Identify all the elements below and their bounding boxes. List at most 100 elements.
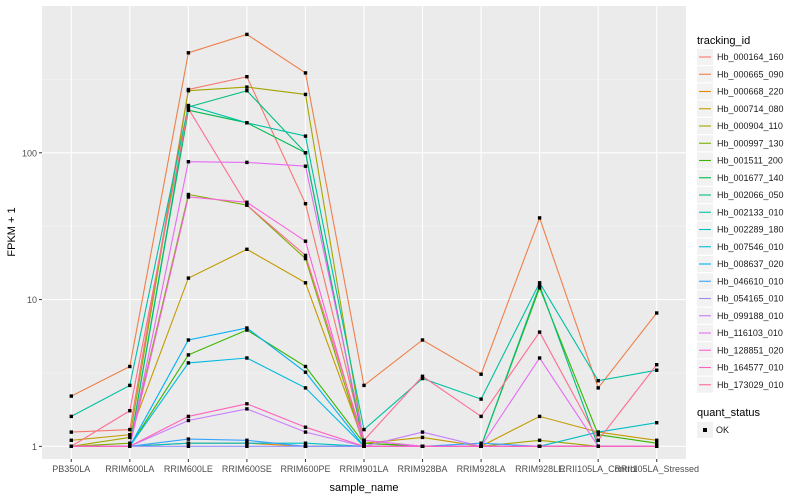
data-point xyxy=(186,192,191,197)
x-tick-label: RRIM928LE xyxy=(515,464,564,474)
legend-entry-label: Hb_001677_140 xyxy=(717,173,784,183)
data-point xyxy=(303,370,308,374)
data-point xyxy=(596,438,600,442)
data-point xyxy=(537,444,542,448)
data-point xyxy=(655,421,659,425)
data-point xyxy=(245,328,249,332)
data-point xyxy=(303,151,308,155)
quant-status-title: quant_status xyxy=(697,407,760,419)
data-point xyxy=(245,441,249,445)
data-point xyxy=(303,441,308,445)
legend-entry-label: Hb_002289_180 xyxy=(717,225,784,235)
data-point xyxy=(69,430,73,434)
x-tick-label: RRII105LA_Control xyxy=(559,464,637,474)
data-point xyxy=(420,338,425,342)
data-point xyxy=(655,441,659,445)
data-point xyxy=(362,438,366,442)
data-point xyxy=(479,441,483,445)
data-point xyxy=(537,330,542,334)
data-point xyxy=(655,311,659,315)
data-point xyxy=(128,409,132,413)
data-point xyxy=(245,444,249,448)
legend-entry-label: Hb_000164_160 xyxy=(717,52,784,62)
data-point xyxy=(303,239,308,243)
data-point xyxy=(303,253,308,258)
data-point xyxy=(245,247,249,251)
grid-lines xyxy=(42,6,686,459)
legend-entry-label: Hb_002133_010 xyxy=(717,207,784,217)
data-point xyxy=(245,89,249,93)
data-point xyxy=(186,444,191,448)
data-point xyxy=(303,92,308,97)
y-tick-label: 100 xyxy=(22,148,37,158)
data-point xyxy=(245,121,249,125)
data-point xyxy=(186,338,191,342)
legend-entry-label: Hb_054165_010 xyxy=(717,294,784,304)
data-point xyxy=(596,430,600,434)
data-point xyxy=(186,353,191,357)
legend-entry-label: Hb_000668_220 xyxy=(717,87,784,97)
legend-entry-label: Hb_007546_010 xyxy=(717,242,784,252)
legend: tracking_id Hb_000164_160Hb_000665_090Hb… xyxy=(697,35,784,438)
legend-entry-label: Hb_128851_020 xyxy=(717,345,784,355)
data-point xyxy=(186,418,191,423)
data-point xyxy=(245,407,249,411)
x-tick-label: RRII105LA_Stressed xyxy=(614,464,699,474)
data-point xyxy=(362,383,366,388)
data-point xyxy=(420,444,425,448)
data-point xyxy=(537,216,542,220)
data-point xyxy=(186,361,191,365)
quant-status-label: OK xyxy=(716,425,729,435)
data-point xyxy=(128,427,132,432)
data-point xyxy=(69,444,73,448)
data-point xyxy=(655,438,659,442)
x-tick-label: RRIM600PE xyxy=(280,464,330,474)
quant-status-key-point xyxy=(703,428,707,432)
legend-entry-label: Hb_000997_130 xyxy=(717,138,784,148)
data-point xyxy=(479,444,483,448)
data-point xyxy=(245,356,249,360)
data-point xyxy=(186,276,191,280)
legend-entry-label: Hb_000665_090 xyxy=(717,69,784,79)
data-point xyxy=(362,441,366,445)
data-point xyxy=(303,71,308,75)
data-point xyxy=(303,256,308,261)
data-point xyxy=(128,444,132,448)
legend-entry-label: Hb_116103_010 xyxy=(717,328,783,338)
data-point xyxy=(596,379,600,383)
data-point xyxy=(303,202,308,206)
data-point xyxy=(479,372,483,376)
legend-entry-label: Hb_000904_110 xyxy=(717,121,783,131)
data-point xyxy=(245,32,249,37)
data-point xyxy=(479,397,483,401)
data-point xyxy=(303,364,308,369)
data-point xyxy=(186,437,191,441)
data-point xyxy=(537,286,542,290)
x-tick-label: RRIM600LA xyxy=(105,464,154,474)
data-point xyxy=(245,203,249,207)
data-point xyxy=(596,386,600,390)
data-point xyxy=(537,281,542,285)
data-point xyxy=(303,134,308,138)
data-point xyxy=(537,283,542,287)
data-point xyxy=(245,85,249,89)
data-point xyxy=(303,444,308,448)
legend-entry-label: Hb_164577_010 xyxy=(717,363,784,373)
x-tick-label: PB350LA xyxy=(52,464,90,474)
legend-title: tracking_id xyxy=(697,35,750,47)
data-point xyxy=(596,444,600,448)
data-point xyxy=(128,435,132,440)
data-point xyxy=(245,160,249,165)
x-tick-label: RRIM928BA xyxy=(398,464,448,474)
data-point xyxy=(245,438,249,442)
legend-items: Hb_000164_160 Hb_000665_090 Hb_000668_220 H… xyxy=(697,49,784,393)
data-point xyxy=(128,433,132,437)
data-point xyxy=(420,376,425,381)
data-point xyxy=(537,414,542,419)
x-axis-title: sample_name xyxy=(329,482,398,494)
y-axis-title: FPKM + 1 xyxy=(6,207,18,256)
data-point xyxy=(420,430,425,434)
x-tick-label: RRIM928LA xyxy=(457,464,506,474)
data-point xyxy=(303,430,308,434)
